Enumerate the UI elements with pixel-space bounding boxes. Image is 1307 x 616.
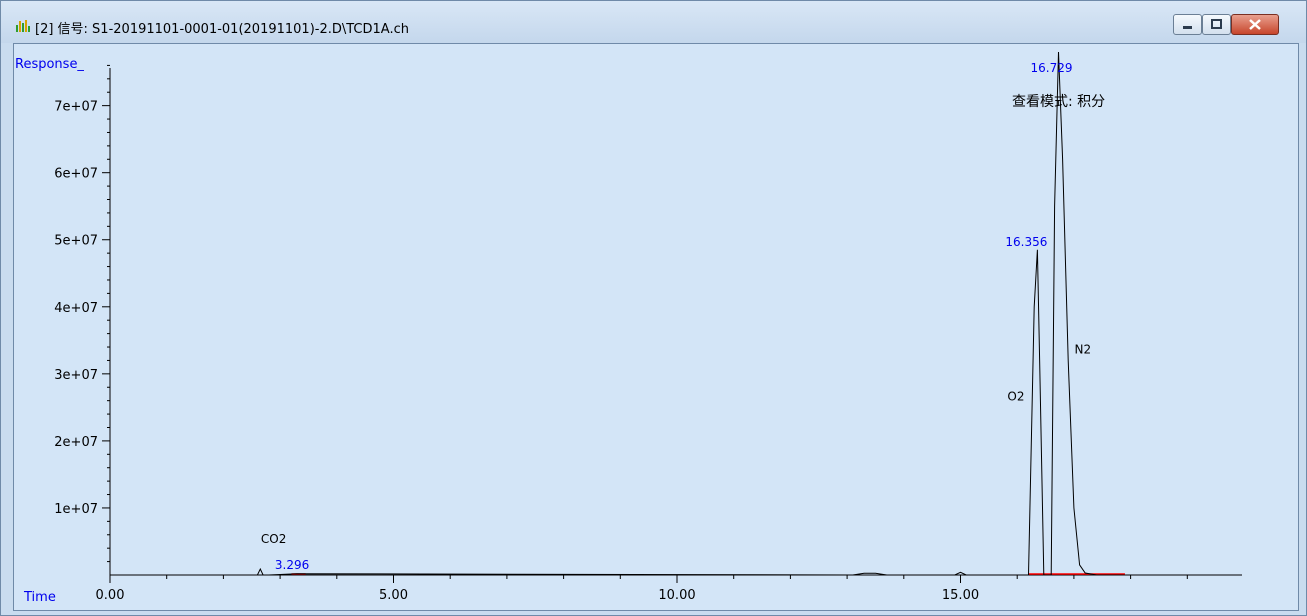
chromatogram-icon — [16, 20, 30, 32]
peak-rt-label: 16.356 — [1005, 235, 1047, 249]
y-tick-label: 4e+07 — [54, 301, 98, 316]
peak-rt-label: 3.296 — [275, 558, 309, 572]
minimize-icon — [1183, 26, 1192, 29]
axes: Response_ Time — [15, 57, 1242, 605]
close-button[interactable] — [1231, 14, 1279, 35]
y-tick-label: 7e+07 — [54, 100, 98, 115]
y-axis-title: Response_ — [15, 57, 84, 72]
x-tick-label: 15.00 — [942, 588, 979, 603]
y-tick-label: 6e+07 — [54, 167, 98, 182]
view-mode-label: 查看模式: 积分 — [1012, 94, 1105, 110]
peak-name-label: CO2 — [261, 532, 286, 546]
signal-trace — [110, 51, 1188, 576]
maximize-icon — [1211, 19, 1222, 29]
y-tick-label: 2e+07 — [54, 435, 98, 450]
title-bar[interactable]: [2] 信号: S1-20191101-0001-01(20191101)-2.… — [1, 1, 1306, 43]
minimize-button[interactable] — [1173, 14, 1202, 35]
x-tick-label: 5.00 — [379, 588, 408, 603]
peak-labels: 3.296 CO2 16.356 O2 16.729 N2 — [261, 61, 1091, 572]
x-axis-title: Time — [23, 590, 56, 605]
peak-name-label: O2 — [1007, 390, 1024, 404]
plot-area[interactable]: Response_ Time 0.00 5.00 10.00 15.00 1e+07 2… — [13, 43, 1299, 611]
y-tick-label: 1e+07 — [54, 502, 98, 517]
maximize-button[interactable] — [1202, 14, 1231, 35]
peak-rt-label: 16.729 — [1031, 61, 1073, 75]
y-tick-label: 5e+07 — [54, 234, 98, 249]
x-tick-label: 10.00 — [658, 588, 695, 603]
y-ticks: 1e+07 2e+07 3e+07 4e+07 5e+07 6e+07 7e+07 — [54, 100, 110, 517]
x-tick-label: 0.00 — [96, 588, 125, 603]
minor-ticks — [107, 64, 1188, 579]
close-icon — [1249, 19, 1261, 30]
y-tick-label: 3e+07 — [54, 368, 98, 383]
window-title: [2] 信号: S1-20191101-0001-01(20191101)-2.… — [35, 22, 409, 37]
x-ticks: 0.00 5.00 10.00 15.00 — [96, 575, 979, 603]
chromatogram-chart[interactable]: Response_ Time 0.00 5.00 10.00 15.00 1e+07 2… — [14, 44, 1298, 610]
peak-name-label: N2 — [1075, 343, 1092, 357]
